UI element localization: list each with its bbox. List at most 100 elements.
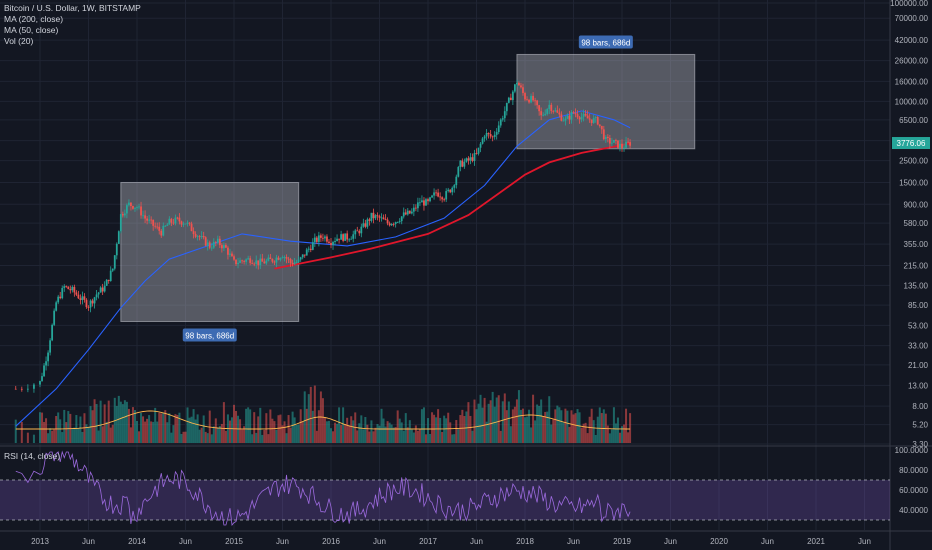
volume-bar (186, 407, 189, 443)
candle-body (69, 289, 72, 291)
volume-bar (263, 429, 266, 443)
candle-body (455, 176, 458, 186)
candle-body (140, 206, 142, 216)
volume-bar (621, 426, 623, 443)
candle-body (220, 245, 223, 249)
candle-body (513, 84, 516, 92)
candle-body (520, 85, 522, 88)
time-tick: Jun (179, 537, 192, 546)
candle-body (235, 259, 237, 265)
volume-bar (160, 413, 163, 443)
volume-bar (368, 431, 371, 443)
candle-body (489, 134, 492, 137)
candle-body (214, 241, 217, 243)
current-price-label: 3776.06 (897, 139, 926, 148)
measure-labels: 98 bars, 686d 98 bars, 686d (182, 35, 633, 342)
volume-bar (261, 434, 264, 443)
candle-body (390, 223, 393, 226)
volume-bar (590, 408, 593, 443)
volume-bar (366, 424, 369, 443)
volume-bar (386, 421, 389, 443)
volume-bar (325, 421, 328, 443)
price-tick: 21.00 (908, 361, 929, 370)
candle-body (107, 279, 110, 282)
candle-body (303, 254, 306, 256)
candle-body (469, 157, 472, 161)
rsi-legend[interactable]: RSI (14, close) (4, 451, 61, 461)
volume-bar (578, 412, 581, 443)
volume-bar (237, 415, 240, 443)
volume-bar (305, 408, 308, 443)
candle-body (233, 256, 235, 260)
candle-body (439, 196, 442, 198)
rsi-tick: 100.0000 (895, 446, 929, 455)
symbol-title[interactable]: Bitcoin / U.S. Dollar, 1W, BITSTAMP (4, 3, 141, 13)
candle-body (51, 324, 54, 341)
candle-body (307, 248, 310, 250)
volume-bar (144, 421, 147, 443)
volume-bar (352, 420, 355, 443)
candle-body (75, 292, 78, 295)
ma50-legend[interactable]: MA (50, close) (4, 25, 59, 35)
candle-body (526, 99, 528, 101)
candle-body (487, 133, 490, 135)
volume-bar (475, 409, 478, 443)
current-price-badge (892, 137, 930, 150)
candle-body (499, 119, 502, 126)
volume-bar (469, 415, 472, 443)
candle-body (241, 260, 243, 262)
candle-body (271, 258, 274, 262)
volume-bar (295, 424, 298, 443)
volume-legend[interactable]: Vol (20) (4, 36, 34, 46)
candle-body (578, 117, 581, 120)
candle-body (299, 257, 302, 260)
volume-bar (493, 406, 496, 443)
volume-bar (190, 416, 193, 443)
volume-bar (511, 409, 514, 443)
candle-body (128, 202, 130, 206)
candle-body (623, 147, 625, 149)
ma200-legend[interactable]: MA (200, close) (4, 14, 64, 24)
volume-bar (558, 407, 561, 443)
volume-bar (550, 424, 553, 443)
volume-bar (449, 422, 452, 443)
time-axis[interactable]: 2013 Jun 2014 Jun 2015 Jun 2016 Jun 2017 Jun 2018 J… (31, 537, 871, 546)
volume-bar (32, 434, 35, 443)
volume-bar (544, 411, 547, 443)
volume-bar (204, 431, 207, 443)
candle-body (158, 226, 161, 231)
volume-bar (463, 416, 466, 443)
volume-bar (594, 434, 597, 443)
candle-body (566, 115, 569, 119)
volume-bar (465, 411, 468, 443)
volume-bar (526, 416, 529, 443)
candle-body (166, 224, 169, 226)
ma50-path (15, 110, 631, 427)
volume-bar (289, 427, 292, 443)
volume-bar (123, 400, 126, 443)
candle-body (372, 212, 375, 219)
candle-body (313, 237, 316, 243)
volume-bar (235, 410, 238, 443)
candle-body (324, 236, 326, 239)
volume-bar (176, 414, 179, 443)
candle-body (461, 160, 464, 167)
candle-body (384, 219, 387, 221)
volume-bar (14, 419, 17, 443)
price-tick: 215.00 (904, 262, 929, 271)
volume-bar (281, 425, 284, 443)
volume-bar (477, 403, 480, 443)
candle-body (342, 234, 345, 241)
candle-body (615, 140, 617, 141)
price-tick: 1500.00 (899, 178, 928, 187)
volume-bar (521, 408, 524, 443)
measure-label-bg (182, 328, 237, 342)
volume-bar (20, 421, 23, 443)
time-tick: 2015 (225, 537, 243, 546)
volume-bar (616, 417, 619, 443)
candle-body (419, 202, 421, 204)
candle-body (222, 245, 225, 249)
price-axis[interactable]: 100000.00 70000.00 42000.00 26000.00 16000.0… (890, 0, 930, 515)
range-box (516, 53, 696, 150)
